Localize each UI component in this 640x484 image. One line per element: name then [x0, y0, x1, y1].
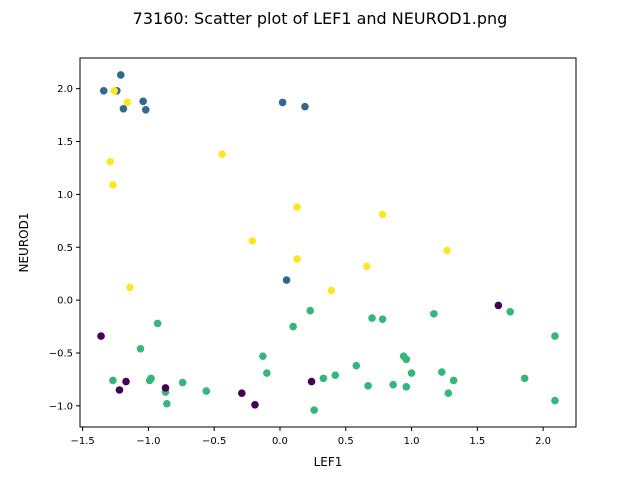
y-tick-label: 0.5 [57, 243, 73, 254]
data-point [306, 306, 315, 315]
data-point [109, 181, 117, 189]
data-point [123, 98, 132, 107]
data-point [282, 276, 291, 284]
data-point [126, 283, 134, 292]
data-point [259, 352, 267, 360]
y-tick-label: 1.0 [57, 190, 73, 201]
data-point [307, 377, 316, 386]
data-point [139, 97, 147, 106]
data-point [444, 389, 453, 397]
y-axis-label: NEUROD1 [17, 213, 31, 273]
data-point [218, 150, 226, 159]
data-point [389, 380, 397, 389]
data-point [145, 376, 154, 385]
data-point [378, 315, 387, 323]
data-point [430, 310, 438, 318]
data-point [443, 246, 451, 255]
data-point [352, 361, 361, 370]
data-point [238, 389, 246, 397]
x-tick-label: 2.0 [535, 436, 551, 447]
data-point [106, 157, 115, 166]
axis-ticks: −1.5 −1.0 −0.5 0.0 0.5 1.0 1.5 2.0 −1.0 −0.5 0.0 0.… [49, 84, 551, 447]
plot-frame [79, 57, 577, 428]
y-tick-label: 1.5 [57, 137, 73, 148]
data-point [116, 71, 125, 79]
data-point [99, 86, 108, 95]
data-point [97, 332, 105, 340]
data-point [202, 387, 211, 395]
data-point [310, 406, 318, 414]
data-point [109, 376, 117, 385]
data-point [263, 369, 271, 377]
x-axis-label: LEF1 [314, 455, 343, 469]
x-tick-label: −0.5 [202, 436, 226, 447]
x-tick-label: 0.5 [338, 436, 354, 447]
data-point [293, 255, 301, 263]
x-tick-label: 1.0 [404, 436, 420, 447]
data-point [520, 374, 529, 383]
data-point [551, 332, 559, 340]
y-tick-label: −1.0 [49, 401, 73, 412]
data-point [327, 286, 336, 295]
data-point [301, 102, 309, 111]
x-tick-label: 0.0 [272, 436, 288, 447]
data-point [407, 369, 416, 377]
x-tick-label: −1.5 [70, 436, 94, 447]
data-point [289, 322, 297, 331]
data-point [161, 384, 170, 392]
data-point [178, 378, 187, 387]
y-tick-label: 0.0 [57, 296, 73, 307]
data-point [251, 400, 259, 409]
data-point [402, 383, 411, 391]
data-point [364, 381, 372, 390]
data-point [163, 399, 171, 408]
x-tick-label: −1.0 [136, 436, 160, 447]
data-point [110, 86, 119, 95]
data-point [122, 377, 130, 386]
chart-title: 73160: Scatter plot of LEF1 and NEUROD1.… [133, 9, 508, 28]
data-point [506, 307, 515, 316]
data-point [319, 374, 328, 383]
data-point [551, 396, 559, 405]
data-point [141, 106, 150, 114]
data-point [363, 262, 371, 271]
data-point [153, 319, 162, 328]
plot-area [80, 58, 576, 427]
data-point [115, 386, 124, 394]
data-point [248, 237, 257, 245]
data-point [438, 368, 446, 376]
data-point [449, 376, 458, 385]
data-point [331, 371, 340, 379]
data-point [293, 203, 301, 211]
data-point [136, 344, 145, 353]
x-tick-label: 1.5 [469, 436, 485, 447]
data-point [368, 314, 376, 322]
data-points [97, 71, 559, 414]
data-point [494, 301, 503, 310]
data-point [402, 355, 411, 364]
data-point [378, 210, 387, 219]
y-tick-label: −0.5 [49, 348, 73, 359]
data-point [278, 98, 287, 107]
y-tick-label: 2.0 [57, 84, 73, 95]
data-point [119, 104, 128, 113]
